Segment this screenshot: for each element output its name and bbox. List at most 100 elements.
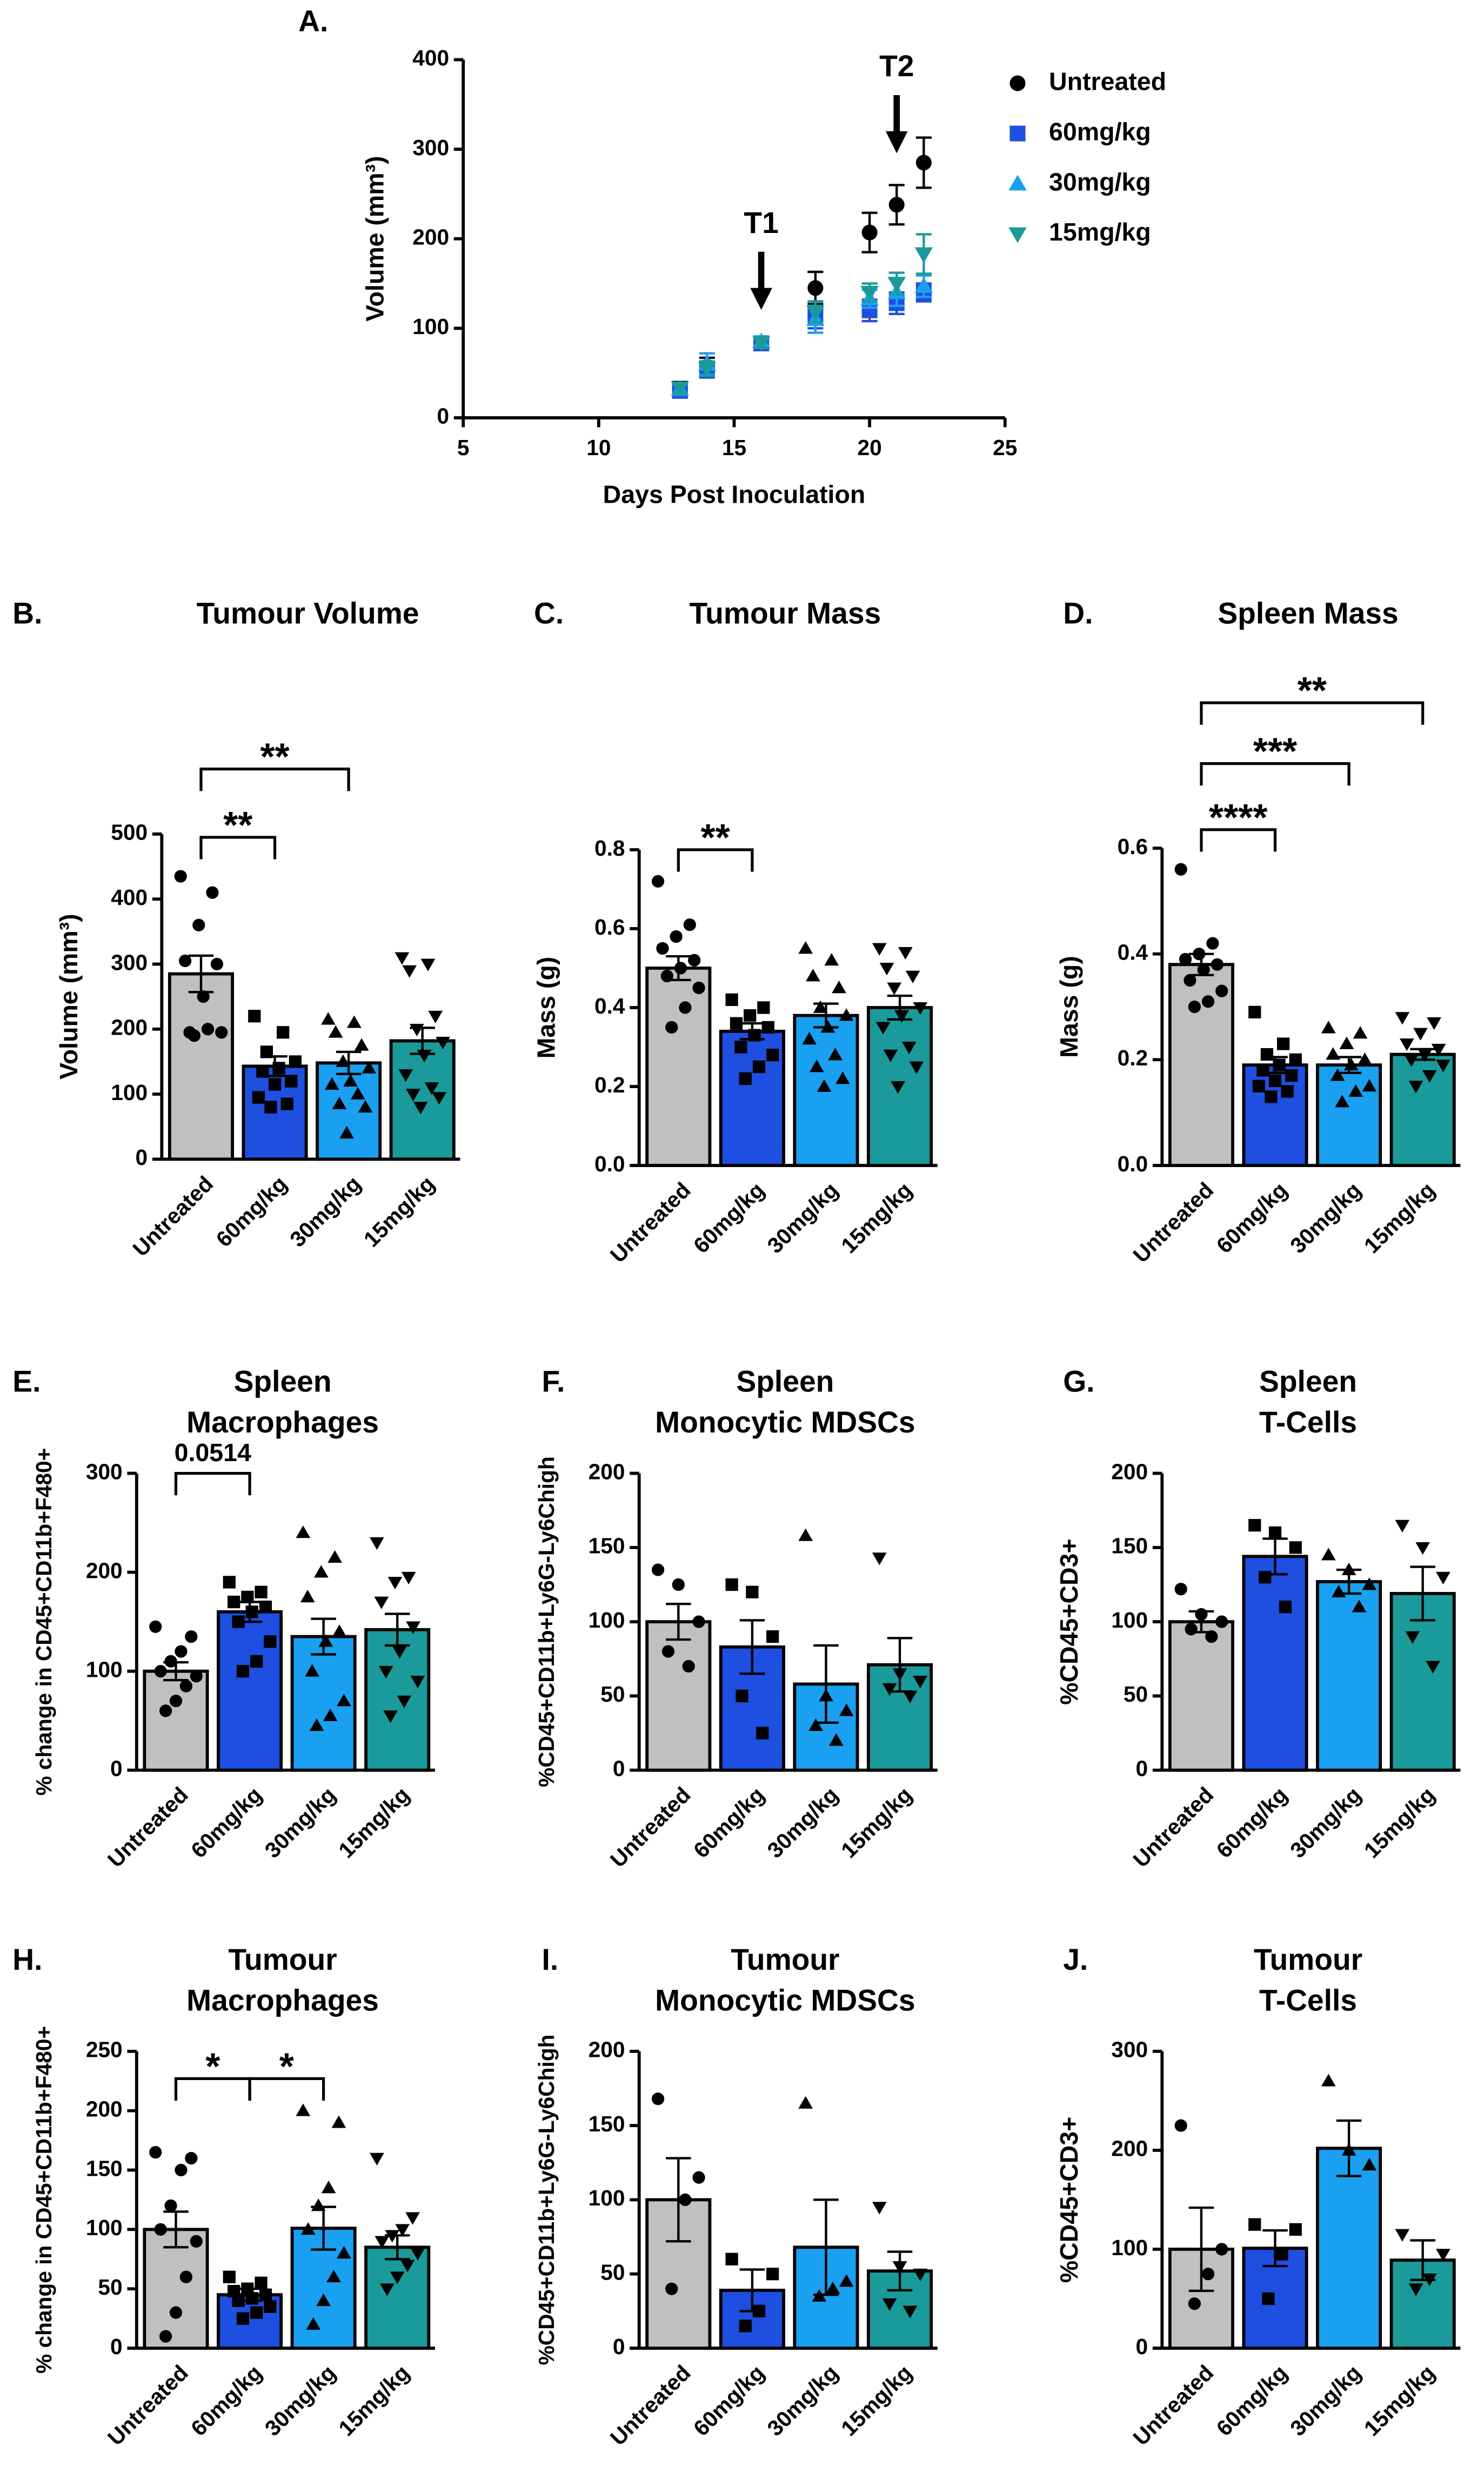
data-point [206,886,219,899]
x-tick-label: 15mg/kg [836,1782,917,1863]
significance-label: * [205,2045,220,2087]
data-point [736,1689,748,1703]
error-bar [1262,1056,1288,1075]
data-point [813,1000,828,1013]
annotation-arrowhead [885,131,908,154]
significance-label: *** [1253,730,1298,772]
data-point [671,381,689,397]
chart-title: Tumour Volume [197,597,419,630]
data-point [175,2163,188,2177]
legend-marker [1010,75,1026,91]
y-tick-label: 500 [111,820,148,845]
data-point [839,2274,854,2287]
x-tick-label: Untreated [128,1171,218,1262]
data-point [887,277,906,293]
y-tick-label: 300 [1111,2037,1148,2062]
data-point [188,1029,201,1042]
y-tick-label: 0 [613,2334,625,2359]
y-tick-label: 200 [86,2096,123,2121]
bar [1389,1592,1456,1772]
data-point [734,1041,747,1054]
y-tick-label: 0 [136,1145,148,1170]
data-point [798,1528,813,1541]
data-point [1436,2249,1450,2262]
annotation-label: T1 [744,206,778,239]
y-tick-label: 200 [111,1015,148,1040]
x-tick-label: 60mg/kg [1212,1782,1292,1863]
x-tick-label: Untreated [605,1782,696,1872]
error-bar [1262,2229,1288,2268]
chart-title: Tumour [1254,1943,1362,1976]
y-tick-label: 300 [412,135,449,160]
x-tick-label: 30mg/kg [260,2360,340,2441]
data-point [807,280,824,296]
data-point [665,1021,678,1034]
data-point [809,1059,824,1072]
error-bar [237,1601,263,1623]
y-tick-label: 100 [86,2215,123,2240]
bar [645,1620,712,1772]
data-point [154,2223,167,2236]
data-point [739,1072,752,1085]
data-point [887,982,902,995]
x-axis-label: Days Post Inoculation [603,480,866,508]
data-point [901,1042,917,1055]
error-bar [1188,952,1214,977]
data-point [259,1601,272,1614]
data-point [824,953,839,966]
y-tick-label: 100 [412,314,449,339]
data-point [343,1074,358,1087]
legend-marker [1010,125,1026,142]
data-point [651,1563,665,1576]
data-point [268,1078,282,1091]
data-point [236,1665,250,1678]
annotation-arrowhead [750,288,772,310]
data-point [316,2293,331,2307]
x-tick-label: 60mg/kg [211,1171,292,1252]
data-point [1275,2248,1288,2261]
data-point [337,2245,351,2259]
x-tick-label: Untreated [605,1177,696,1268]
legend-marker [1008,175,1027,191]
error-bar [666,955,691,982]
data-point [383,1710,398,1723]
data-point [665,2282,678,2295]
data-point [326,2269,341,2283]
significance-bracket [1200,701,1425,725]
y-tick-label: 0.4 [594,994,625,1018]
data-point [1248,1005,1261,1018]
data-point [672,1578,685,1591]
significance-label: 0.0514 [175,1438,251,1467]
data-point [296,2103,311,2116]
data-point [913,1676,928,1689]
data-point [159,1704,172,1717]
data-point [1330,1068,1345,1081]
x-tick-label: 15 [722,435,746,460]
significance-bracket [248,2077,325,2101]
data-point [872,943,887,956]
data-point [1343,1057,1359,1071]
y-tick-label: 0.8 [594,836,625,861]
bar [1242,1555,1308,1772]
data-point [300,2222,316,2235]
data-point [354,1038,369,1051]
data-point [397,1695,412,1708]
x-tick-label: 30mg/kg [763,1782,843,1863]
data-point [698,362,717,378]
data-point [174,870,187,883]
data-point [1184,974,1196,987]
data-point [223,1576,236,1589]
chart-title: Monocytic MDSCs [655,1405,915,1439]
y-axis-label: Volume (mm³) [361,156,389,321]
data-point [1265,1090,1278,1103]
data-point [413,1102,428,1115]
y-tick-label: 100 [1111,1608,1148,1632]
x-tick-label: 25 [993,435,1017,460]
error-bar [1262,1537,1288,1576]
y-tick-label: 0.2 [1118,1045,1148,1070]
data-point [332,1096,347,1110]
data-point [1258,1571,1272,1584]
x-tick-label: 20 [857,435,881,460]
data-point [872,2202,887,2215]
